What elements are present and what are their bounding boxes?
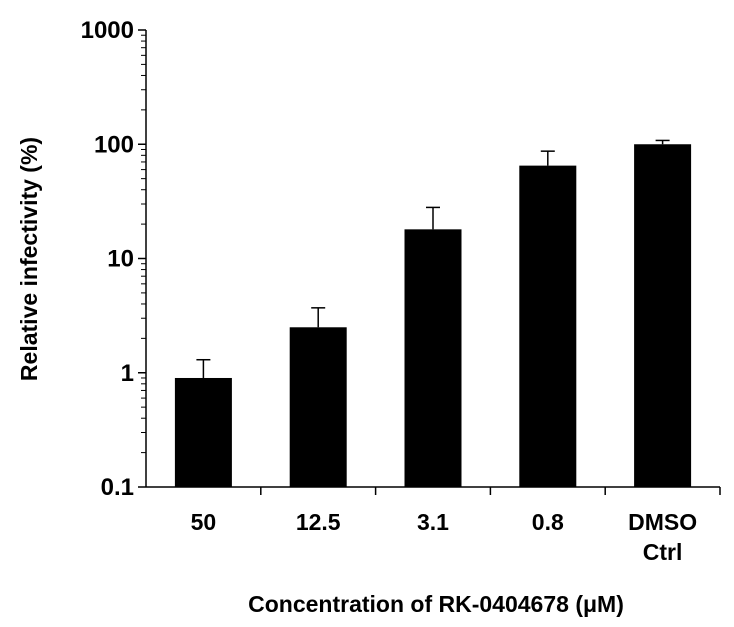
error-bars — [196, 139, 670, 378]
bar-2 — [289, 327, 347, 487]
y-ticks: 0.1 1 10 100 1000 — [81, 17, 146, 501]
x-category-label: 3.1 — [417, 509, 449, 535]
bar-3 — [404, 229, 462, 487]
x-category-label: 0.8 — [532, 509, 564, 535]
x-category-label: 12.5 — [296, 509, 341, 535]
y-tick-label: 100 — [94, 131, 134, 158]
y-tick-label: 1000 — [81, 17, 134, 44]
bar-5 — [634, 144, 692, 487]
y-tick-label: 0.1 — [101, 474, 134, 501]
y-tick-label: 1 — [121, 360, 134, 387]
y-tick-label: 10 — [107, 246, 134, 273]
x-category-labels: 50 12.5 3.1 0.8 DMSO Ctrl — [191, 509, 697, 565]
x-axis-title: Concentration of RK-0404678 (μM) — [248, 591, 624, 617]
x-category-label: 50 — [191, 509, 217, 535]
bar-1 — [174, 377, 232, 487]
y-axis-title: Relative infectivity (%) — [16, 137, 42, 381]
x-category-label: DMSO — [628, 509, 697, 535]
x-category-label: Ctrl — [643, 539, 683, 565]
bars — [174, 144, 692, 488]
bar-4 — [519, 165, 577, 488]
